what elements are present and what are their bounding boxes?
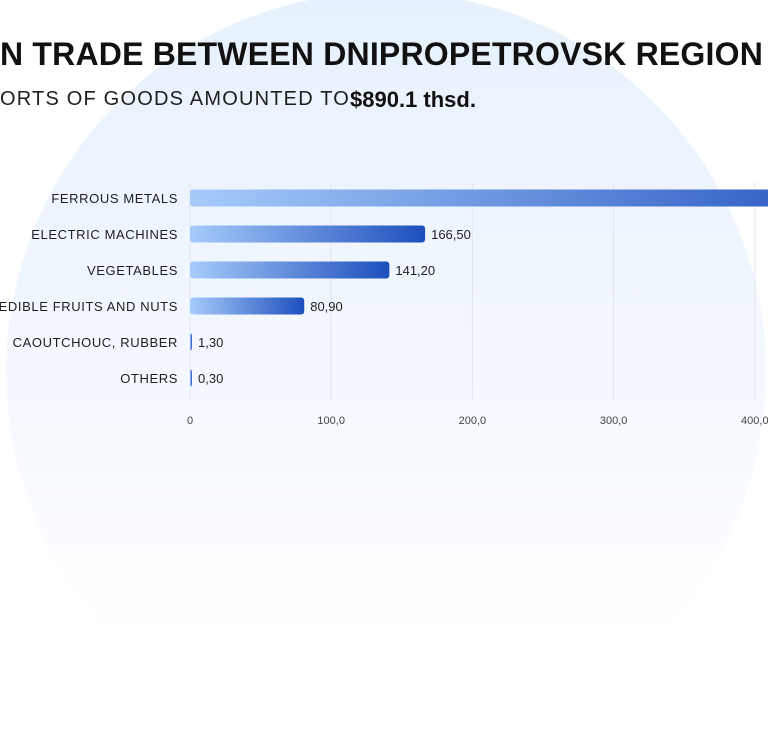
value-label: 1,30 (198, 335, 223, 350)
bar (190, 225, 426, 243)
category-label: VEGETABLES (87, 263, 178, 278)
chart-title: N TRADE BETWEEN DNIPROPETROVSK REGION A (0, 36, 768, 72)
total-exports-value: $890.1 thsd. (350, 87, 476, 112)
x-tick-label: 100,0 (317, 415, 345, 427)
value-label: 141,20 (395, 263, 435, 278)
category-label: EDIBLE FRUITS AND NUTS (0, 299, 178, 314)
value-label: 0,30 (198, 371, 223, 386)
x-tick-label: 200,0 (459, 415, 487, 427)
x-tick-label: 300,0 (600, 415, 628, 427)
x-tick-label: 400,0 (741, 415, 768, 427)
x-tick-label: 0 (187, 415, 193, 427)
value-label: 166,50 (431, 227, 471, 242)
bar (190, 261, 390, 279)
bar (190, 333, 192, 351)
bar (190, 189, 768, 207)
bar (190, 297, 305, 315)
chart-subtitle: ORTS OF GOODS AMOUNTED TO: (0, 88, 357, 110)
category-label: FERROUS METALS (51, 191, 178, 206)
gridlines (189, 182, 756, 400)
category-label: CAOUTCHOUC, RUBBER (13, 335, 178, 350)
bar-chart: 0 100,0 200,0 300,0 400,0 FERROUS METALS ELECT… (0, 182, 768, 427)
value-label: 80,90 (310, 299, 343, 314)
labels: 0 100,0 200,0 300,0 400,0 FERROUS METALS ELECT… (0, 191, 768, 427)
bars (190, 189, 768, 387)
category-label: ELECTRIC MACHINES (31, 227, 178, 242)
category-label: OTHERS (120, 371, 178, 386)
bar (190, 369, 192, 387)
